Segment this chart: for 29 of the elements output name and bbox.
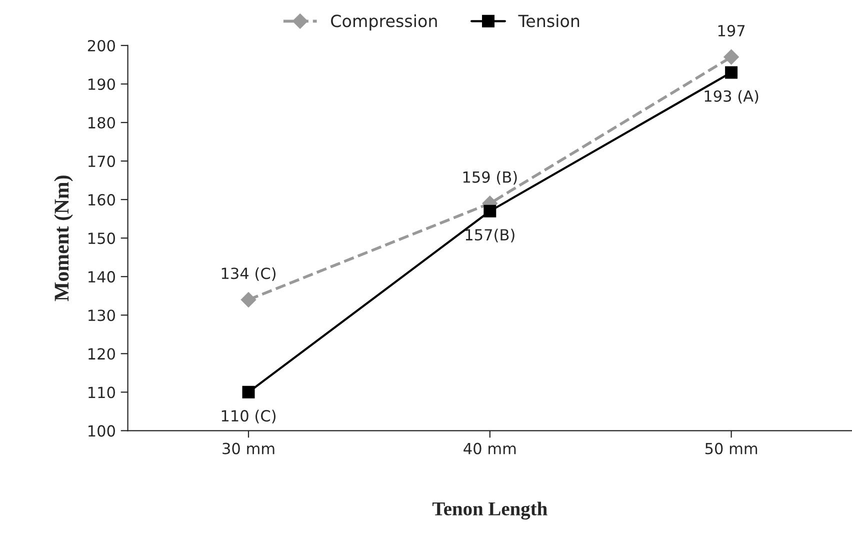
legend-label: Tension [518,14,580,28]
legend-label: Compression [331,14,437,30]
y-tick-label: 100 [88,425,115,437]
y-tick-label: 180 [88,116,115,129]
data-label: 157(B) [466,228,514,242]
y-tick-label: 150 [88,232,115,244]
point [724,49,739,65]
y-tick-label: 140 [88,271,115,283]
y-tick-label: 130 [88,310,115,322]
data-label: 134 (C) [222,267,276,281]
y-tick-label: 170 [88,156,115,168]
point [240,292,256,308]
point [725,66,738,79]
x-tick-label: 30 mm [222,442,274,454]
y-tick-label: 110 [88,386,115,398]
x-axis-title: Tenon Length [432,502,548,520]
y-tick-label: 120 [88,348,115,360]
data-label: 110 (C) [222,410,276,424]
x-tick-label: 40 mm [464,442,516,454]
point [484,204,496,218]
data-label: 197 [718,24,745,36]
x-tick-label: 50 mm [705,442,758,454]
y-tick-label: 200 [88,40,115,52]
y-tick-label: 190 [88,78,115,90]
data-label: 159 (B) [463,171,517,185]
point [242,386,255,398]
y-tick-label: 160 [88,194,115,206]
data-label: 193 (A) [704,90,758,104]
y-axis-title: Moment (Nm) [54,176,73,302]
